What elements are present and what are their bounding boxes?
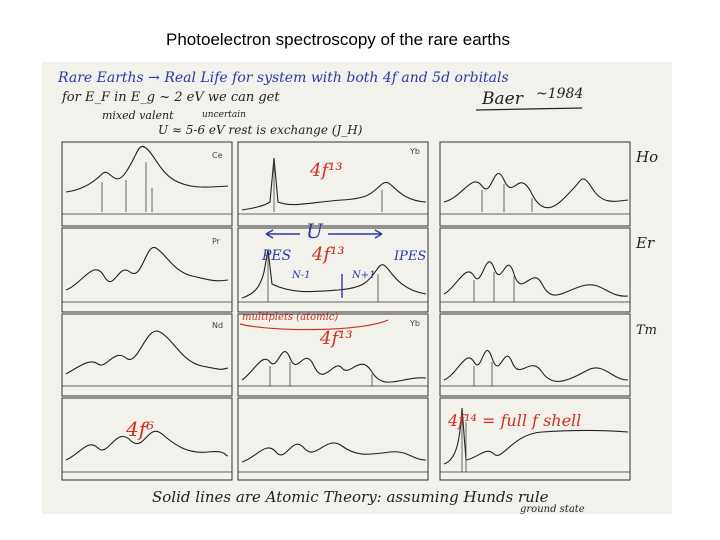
label-n-plus-1: N+1 bbox=[351, 270, 376, 281]
spectrum-pr bbox=[65, 247, 229, 291]
annotation-year: ~1984 bbox=[536, 86, 583, 102]
label-ipes: IPES bbox=[393, 249, 426, 264]
annotation-ef-line: for E_F in E_g ~ 2 eV we can get bbox=[61, 90, 280, 105]
label-pr: Pr bbox=[212, 237, 221, 246]
spectrum-f6 bbox=[65, 430, 229, 461]
spectrum-nd bbox=[65, 330, 229, 375]
spectrum-yb-full bbox=[443, 407, 629, 465]
annotation-mixed-valent: mixed valent bbox=[102, 109, 174, 122]
spectrum-multiplets bbox=[241, 351, 427, 383]
label-er: Er bbox=[635, 234, 655, 252]
spectrum-f7 bbox=[241, 442, 427, 463]
panel-axes bbox=[62, 213, 630, 473]
theory-sticks bbox=[101, 162, 533, 472]
panel-grid bbox=[61, 141, 631, 481]
spectrum-er bbox=[443, 261, 629, 297]
label-4f13-low: 4f¹³ bbox=[319, 328, 353, 349]
label-ho: Ho bbox=[635, 148, 658, 166]
spectrum-yb-pes-ipes bbox=[241, 249, 427, 299]
label-u: U bbox=[306, 219, 324, 243]
label-nd: Nd bbox=[212, 321, 223, 330]
label-ce: Ce bbox=[212, 151, 223, 160]
u-arrows bbox=[265, 229, 383, 298]
spectrum-yb-center bbox=[241, 157, 427, 211]
label-yb-mid: Yb bbox=[409, 319, 420, 328]
spectra-figure: Rare Earths → Real Life for system with … bbox=[42, 62, 672, 514]
label-yb-top: Yb bbox=[409, 147, 420, 156]
label-4f13-top: 4f¹³ bbox=[309, 160, 343, 181]
annotation-solid-lines: Solid lines are Atomic Theory: assuming … bbox=[152, 488, 549, 506]
spectrum-ho bbox=[443, 172, 629, 209]
label-n-minus-1: N-1 bbox=[291, 270, 311, 281]
label-multiplets: multiplets (atomic) bbox=[242, 312, 338, 323]
spectrum-ce bbox=[65, 146, 229, 193]
slide-title: Photoelectron spectroscopy of the rare e… bbox=[166, 30, 510, 49]
scan-background bbox=[42, 62, 672, 514]
annotation-ground-state: ground state bbox=[520, 504, 585, 514]
annotation-uncertain: uncertain bbox=[202, 110, 246, 120]
label-4f6: 4f⁶ bbox=[125, 417, 154, 441]
label-4f14-full: 4f¹⁴ = full f shell bbox=[447, 411, 581, 430]
annotation-u-exchange: U ≈ 5-6 eV rest is exchange (J_H) bbox=[158, 123, 363, 137]
spectrum-tm bbox=[443, 349, 629, 382]
label-4f13-mid: 4f¹³ bbox=[311, 244, 345, 265]
label-pes: PES bbox=[261, 248, 291, 264]
annotation-rare-earths: Rare Earths → Real Life for system with … bbox=[57, 70, 509, 86]
annotation-baer: Baer bbox=[481, 89, 524, 109]
label-tm: Tm bbox=[636, 323, 657, 338]
